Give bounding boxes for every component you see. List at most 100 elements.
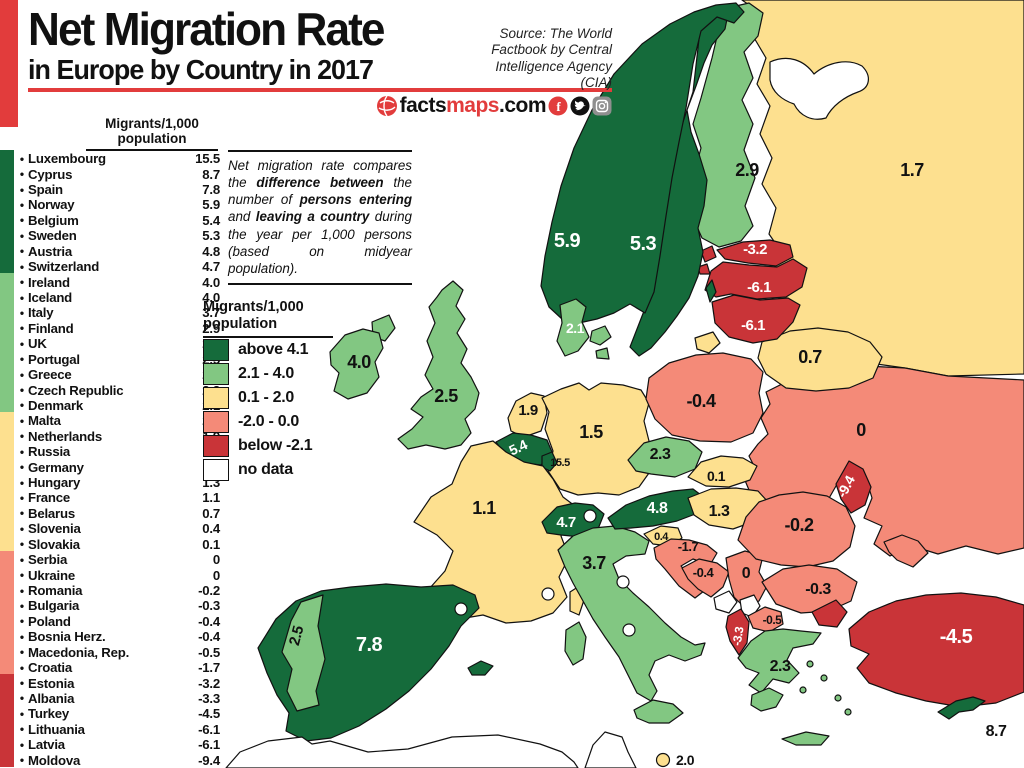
map-value-label-latvia: -6.1 (747, 279, 771, 296)
country-value: -0.4 (198, 613, 220, 629)
country-name: Moldova (28, 752, 81, 768)
strip-segment (0, 196, 14, 212)
denmark-island-2 (595, 347, 610, 360)
country-name: Italy (28, 305, 54, 321)
country-name: Turkey (28, 706, 70, 722)
country-name: Spain (28, 182, 63, 198)
country-name: Ukraine (28, 567, 75, 583)
list-item-bosnia-herz-: • Bosnia Herz. -0.4 (16, 629, 220, 644)
tunisia-coast (584, 731, 637, 768)
legend-entry-no-data: no data (203, 458, 373, 482)
list-item-netherlands: •Netherlands1.9 (16, 429, 220, 444)
bullet-icon: • (19, 398, 25, 413)
country-czech-republic (627, 436, 703, 478)
no-data-dot (454, 602, 468, 616)
list-item-italy: • Italy 3.7 (16, 305, 220, 320)
country-belarus (757, 327, 883, 392)
country-name: Russia (28, 444, 71, 460)
strip-segment (0, 535, 14, 551)
logo-wordmark[interactable]: factsmaps.com (399, 94, 547, 117)
denmark-island (589, 325, 612, 346)
strip-segment (0, 443, 14, 459)
country-name: Czech Republic (28, 382, 124, 398)
list-item-ireland: • Ireland 4.0 (16, 274, 220, 290)
country-name: Netherlands (28, 428, 103, 444)
map-value-label-finland: 2.9 (735, 160, 759, 180)
country-name: Switzerland (28, 259, 100, 275)
strip-segment (0, 520, 14, 536)
strip-segment (0, 180, 14, 197)
list-item-croatia: • Croatia -1.7 (16, 660, 220, 675)
country-value: 4.0 (202, 290, 220, 305)
bullet-icon: • (19, 521, 25, 536)
turkey-european-part (811, 599, 848, 628)
map-value-label-bosnia-herz-: -0.4 (693, 565, 715, 580)
country-ranking-list: • Luxembourg 15.5 • Cyprus 8.7 • Spain 7.8 • Norwa… (16, 151, 220, 768)
country-latvia (704, 258, 808, 300)
country-name: Romania (28, 583, 83, 599)
strip-segment (0, 751, 14, 767)
crete (781, 731, 830, 746)
country-slovakia (687, 455, 758, 488)
list-item-macedonia-rep-: • Macedonia, Rep. -0.5 (16, 645, 220, 660)
country-name: France (28, 490, 71, 506)
country-romania (737, 491, 856, 568)
country-name: Finland (28, 320, 74, 336)
country-value: -6.1 (198, 737, 220, 753)
country-name: Cyprus (28, 166, 73, 182)
strip-segment (0, 150, 14, 166)
strip-segment (0, 473, 14, 490)
country-name: UK (28, 336, 47, 352)
bullet-icon: • (19, 645, 25, 660)
map-value-label-lithuania: -6.1 (741, 317, 765, 334)
strip-segment (0, 705, 14, 721)
country-name: Greece (28, 367, 72, 383)
sicily (633, 699, 684, 724)
map-value-label-luxembourg: 15.5 (550, 457, 570, 469)
country-value: 3.7 (202, 305, 220, 321)
map-value-label-poland: -0.4 (686, 391, 716, 411)
bullet-icon: • (19, 552, 25, 567)
white-sea (769, 57, 869, 120)
list-item-czech-republic: •Czech Republic2.3 (16, 382, 220, 398)
twitter-icon[interactable] (570, 96, 590, 116)
strip-segment (0, 674, 14, 690)
bullet-icon: • (19, 506, 25, 521)
country-value: 7.8 (202, 182, 220, 198)
country-denmark (556, 298, 590, 357)
list-item-slovenia: • Slovenia 0.4 (16, 521, 220, 536)
list-item-romania: • Romania -0.2 (16, 583, 220, 598)
map-value-label-belarus: 0.7 (798, 347, 822, 367)
country-value: 2.9 (202, 320, 220, 336)
country-name: Belarus (28, 505, 75, 521)
country-value: -9.4 (198, 752, 220, 768)
map-dot (806, 660, 814, 668)
page-subtitle: in Europe by Country in 2017 (28, 54, 374, 85)
strip-segment (0, 458, 14, 474)
map-value-label-switzerland: 4.7 (556, 514, 576, 531)
country-name: Albania (28, 690, 75, 706)
map-value-label-norway: 5.9 (554, 230, 581, 252)
strip-segment (0, 304, 14, 320)
factsmaps-logo[interactable]: factsmaps.com f (0, 94, 612, 118)
map-value-label-france: 1.1 (472, 498, 496, 518)
instagram-icon[interactable] (592, 96, 612, 116)
list-item-cyprus: • Cyprus 8.7 (16, 166, 220, 182)
page-title: Net Migration Rate (28, 3, 385, 55)
bullet-icon: • (19, 722, 25, 737)
bullet-icon: • (19, 290, 25, 305)
definition-note: Net migration rate compares the differen… (228, 150, 412, 286)
bullet-icon: • (19, 336, 25, 351)
bullet-icon: • (19, 429, 25, 444)
country-name: Slovakia (28, 536, 80, 552)
country-ireland (329, 328, 384, 400)
facebook-icon[interactable]: f (548, 96, 568, 116)
list-item-finland: • Finland 2.9 (16, 321, 220, 336)
strip-segment (0, 273, 14, 289)
legend-label: below -2.1 (238, 437, 313, 455)
country-albania (725, 608, 750, 656)
country-name: Latvia (28, 737, 65, 753)
map-value-label-slovakia: 0.1 (707, 468, 726, 484)
no-data-dot (541, 587, 555, 601)
map-value-label-macedonia-rep-: -0.5 (763, 613, 783, 627)
